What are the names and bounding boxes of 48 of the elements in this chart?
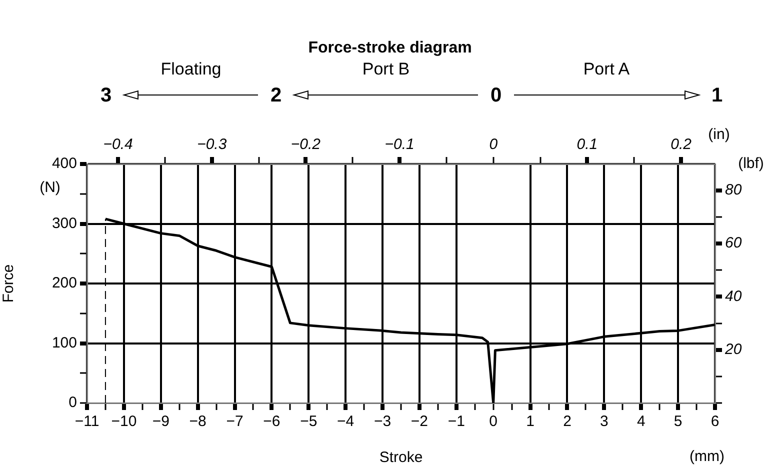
text: (mm): [690, 448, 724, 466]
y-tick-label: 100: [52, 334, 77, 352]
y-tick-label: 400: [52, 155, 77, 172]
x2-tick-label: −0.3: [197, 136, 228, 154]
text: 0: [490, 84, 502, 107]
x-tick-label: −8: [189, 413, 206, 430]
y-tick-label: 0: [68, 394, 77, 412]
y-tick-label: 300: [52, 214, 77, 232]
y2-axis-title: (lbf): [738, 155, 764, 172]
x-tick-label: −10: [111, 413, 137, 430]
x-tick-label: 4: [636, 413, 646, 430]
x-tick-label: −5: [300, 413, 318, 430]
y2-tick-label: 20: [724, 341, 742, 358]
y2-tick-label: 60: [725, 234, 742, 252]
x2-tick-label: 0.1: [576, 136, 598, 154]
x-tick-label: −7: [226, 413, 244, 430]
y-axis-title: Force: [0, 264, 18, 303]
y2-tick-label: 80: [725, 182, 742, 199]
text: 3: [100, 84, 112, 107]
text: Port A: [583, 60, 630, 79]
x-tick-label: 2: [563, 413, 572, 430]
x2-axis-title: (in): [708, 126, 730, 144]
x-tick-label: −11: [74, 413, 100, 430]
x-tick-label: −6: [263, 413, 280, 430]
x2-tick-label: −0.4: [103, 136, 133, 154]
text: 1: [711, 84, 723, 107]
x-tick-label: 6: [710, 413, 720, 430]
x2-tick-label: 0.2: [670, 136, 692, 154]
x2-tick-label: −0.2: [290, 136, 322, 154]
x-axis-title: Stroke: [379, 449, 423, 466]
x2-tick-label: −0.1: [384, 136, 414, 154]
x-tick-label: −1: [448, 413, 465, 430]
y2-tick-label: 40: [725, 288, 742, 305]
text: 2: [270, 84, 282, 107]
x-tick-label: 5: [674, 413, 682, 430]
x-tick-label: 0: [489, 413, 498, 430]
x2-tick-label: 0: [489, 136, 498, 154]
x-tick-label: −4: [337, 413, 354, 430]
y-tick-label: 200: [52, 274, 77, 292]
x-tick-label: 3: [600, 413, 608, 430]
x-tick-label: −9: [152, 413, 170, 430]
text: Port B: [362, 60, 410, 79]
x-tick-label: 1: [526, 413, 534, 430]
x-tick-label: −2: [410, 413, 428, 430]
text: Floating: [160, 60, 222, 79]
text: (N): [40, 179, 60, 196]
x-tick-label: −3: [374, 413, 392, 430]
chart-title: Force-stroke diagram: [308, 39, 472, 56]
